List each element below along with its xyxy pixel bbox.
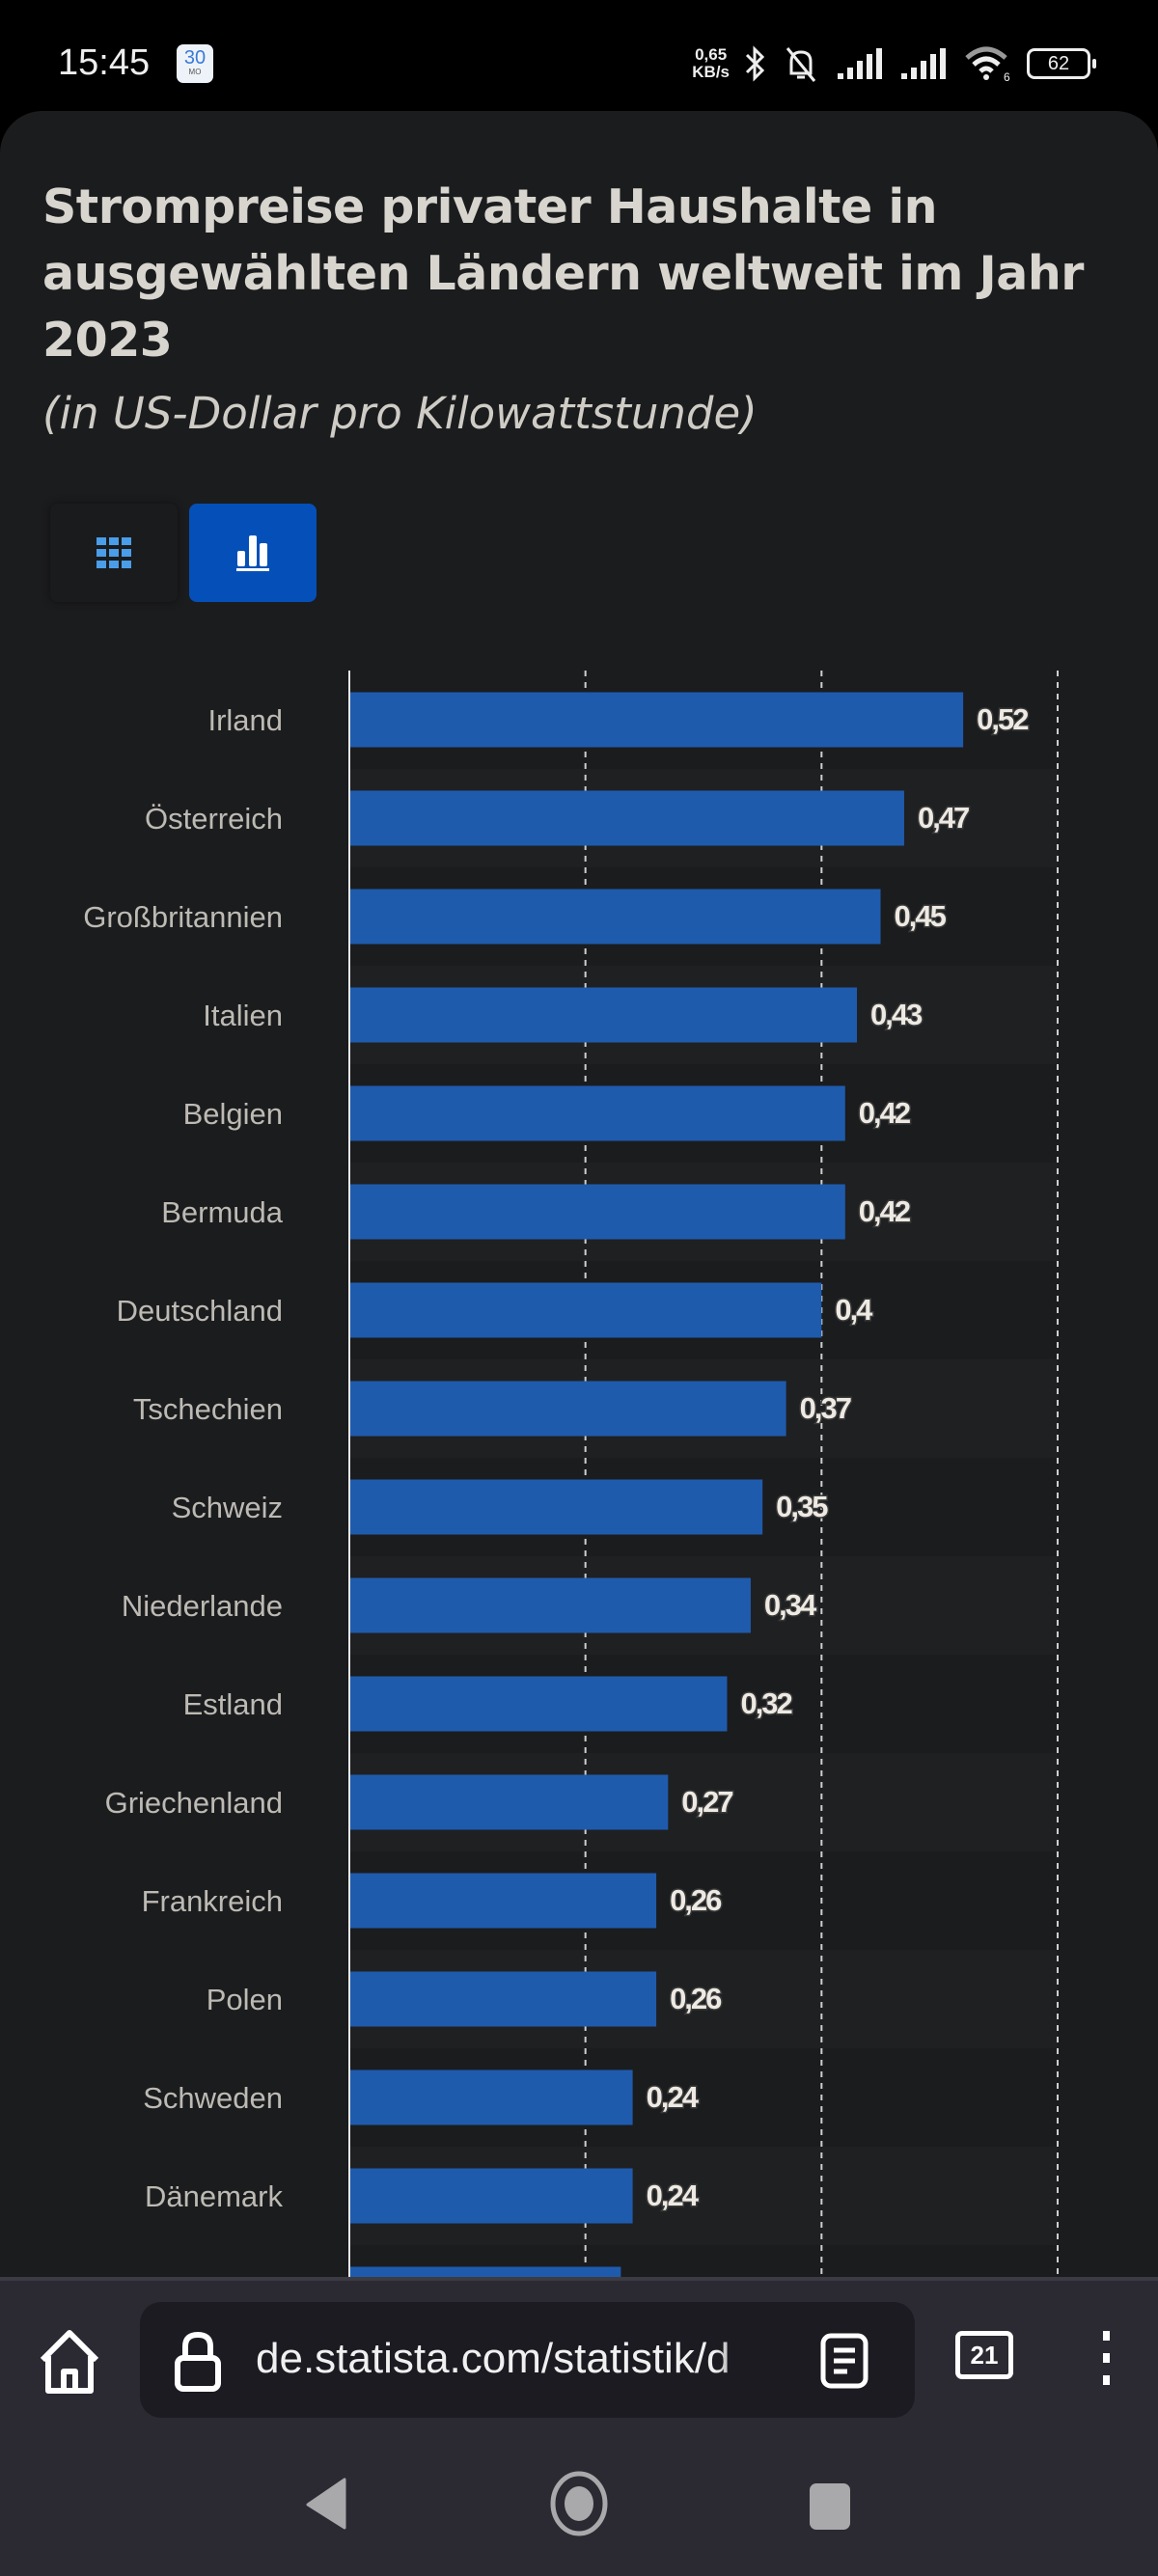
- category-label: Bermuda: [161, 1195, 284, 1229]
- category-label: Estland: [183, 1687, 283, 1721]
- table-grid-icon: [96, 537, 131, 568]
- value-label: 0,34: [764, 1588, 817, 1622]
- bar: [349, 1184, 845, 1240]
- more-menu-icon[interactable]: [1096, 2329, 1116, 2387]
- battery-icon: 62: [1027, 48, 1096, 79]
- category-label: Schweiz: [172, 1491, 283, 1524]
- home-icon[interactable]: [37, 2329, 102, 2397]
- category-label: Polen: [207, 1983, 283, 2016]
- browser-toolbar: de.statista.com/statistik/d 21: [0, 2277, 1158, 2576]
- category-label: Dänemark: [145, 2179, 283, 2213]
- value-label: 0,35: [776, 1490, 828, 1523]
- value-label: 0,42: [859, 1194, 910, 1228]
- value-label: 0,52: [977, 702, 1028, 736]
- bar: [349, 1971, 657, 2027]
- value-label: 0,24: [647, 2179, 700, 2212]
- signal-icon-2: [901, 48, 946, 79]
- category-label: Irland: [207, 703, 283, 737]
- bar: [349, 2266, 621, 2277]
- net-speed-unit: KB/s: [692, 63, 730, 81]
- tab-count: 21: [970, 2341, 999, 2370]
- bar: [349, 1282, 822, 1338]
- net-speed: 0,65 KB/s: [692, 46, 730, 81]
- bar: [349, 2069, 633, 2125]
- lock-icon[interactable]: [174, 2331, 222, 2393]
- url-text[interactable]: de.statista.com/statistik/d: [256, 2335, 731, 2382]
- category-label: Österreich: [145, 802, 283, 836]
- value-label: 0,37: [800, 1391, 851, 1425]
- value-label: 0,45: [895, 899, 947, 933]
- battery-level: 62: [1047, 52, 1070, 74]
- signal-icon: [838, 48, 882, 79]
- bar: [349, 1774, 669, 1830]
- value-label: 0,32: [740, 1686, 791, 1720]
- table-view-button[interactable]: [50, 504, 178, 602]
- chart-view-button[interactable]: [189, 504, 317, 602]
- status-bar: 15:45 30 MO 0,65 KB/s 6 62: [0, 0, 1158, 111]
- bar: [349, 1479, 763, 1535]
- category-label: Griechenland: [105, 1786, 283, 1820]
- wifi-icon: 6: [965, 46, 1010, 83]
- bar: [349, 1676, 728, 1732]
- value-label: 0,42: [859, 1096, 910, 1130]
- bar: [349, 2168, 633, 2224]
- bar: [349, 1381, 786, 1437]
- bar-chart-icon: [236, 535, 269, 571]
- value-label: 0,43: [870, 998, 923, 1031]
- category-label: Italien: [203, 999, 283, 1032]
- value-label: 0,27: [681, 1785, 732, 1819]
- bar: [349, 1577, 751, 1633]
- back-nav-icon[interactable]: [304, 2474, 348, 2532]
- page-title: Strompreise privater Haushalte in ausgew…: [42, 179, 1084, 368]
- bar-chart: Irland 0,52 Österreich 0,47 Großbritannien 0,…: [83, 671, 1059, 2277]
- clock: 15:45: [58, 42, 151, 83]
- calendar-icon: 30 MO: [177, 44, 213, 83]
- mute-bell-icon: [786, 47, 816, 82]
- bar: [349, 790, 904, 846]
- recents-nav-icon[interactable]: [810, 2483, 850, 2530]
- bar: [349, 1085, 845, 1141]
- category-label: Niederlande: [122, 1589, 283, 1623]
- home-nav-icon[interactable]: [548, 2470, 610, 2537]
- bar: [349, 889, 881, 945]
- category-label: Belgien: [183, 1097, 283, 1131]
- value-label: 0,26: [670, 1982, 722, 2015]
- category-label: Tschechien: [133, 1392, 283, 1426]
- bar: [349, 987, 858, 1043]
- value-label: 0,26: [670, 1883, 722, 1917]
- calendar-weekday: MO: [188, 68, 202, 76]
- value-label: 0,47: [918, 801, 969, 835]
- category-label: Schweden: [143, 2081, 283, 2115]
- wifi-badge: 6: [1004, 70, 1010, 83]
- address-bar[interactable]: de.statista.com/statistik/d: [140, 2302, 915, 2418]
- bluetooth-icon: [745, 45, 765, 82]
- category-label: Deutschland: [117, 1294, 283, 1328]
- value-label: 0,24: [647, 2080, 700, 2114]
- reader-mode-icon[interactable]: [820, 2333, 870, 2389]
- bar: [349, 1873, 657, 1929]
- page-subtitle: (in US-Dollar pro Kilowattstunde): [42, 388, 758, 439]
- bar: [349, 692, 964, 748]
- calendar-day: 30: [183, 47, 207, 69]
- tab-count-button[interactable]: 21: [955, 2331, 1013, 2379]
- category-label: Großbritannien: [83, 900, 283, 934]
- value-label: 0,4: [835, 1293, 873, 1327]
- net-speed-value: 0,65: [695, 45, 728, 64]
- category-label: Frankreich: [142, 1884, 283, 1918]
